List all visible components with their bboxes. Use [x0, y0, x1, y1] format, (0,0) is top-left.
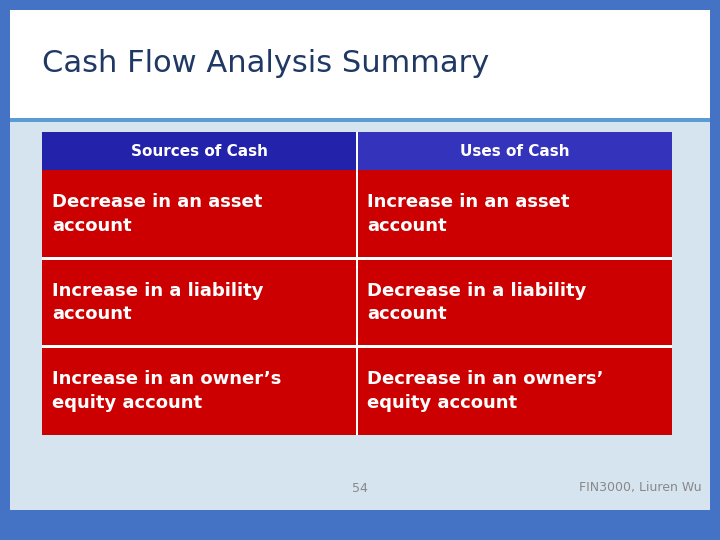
Text: Increase in an owner’s
equity account: Increase in an owner’s equity account: [52, 370, 282, 411]
Text: Decrease in an asset
account: Decrease in an asset account: [52, 193, 262, 235]
Text: Decrease in a liability
account: Decrease in a liability account: [367, 282, 586, 323]
Bar: [10, 10, 710, 120]
Text: Increase in an asset
account: Increase in an asset account: [367, 193, 570, 235]
Bar: [356, 258, 358, 347]
Text: Decrease in an owners’
equity account: Decrease in an owners’ equity account: [367, 370, 603, 411]
Text: Uses of Cash: Uses of Cash: [459, 144, 570, 159]
Bar: [357, 258, 672, 347]
Bar: [10, 118, 710, 122]
Text: 54: 54: [352, 482, 368, 495]
Bar: [42, 347, 357, 435]
Text: Sources of Cash: Sources of Cash: [131, 144, 268, 159]
Bar: [357, 347, 672, 435]
Bar: [42, 258, 357, 347]
Bar: [357, 132, 672, 170]
Bar: [356, 170, 358, 258]
Text: Increase in a liability
account: Increase in a liability account: [52, 282, 264, 323]
Text: Cash Flow Analysis Summary: Cash Flow Analysis Summary: [42, 50, 490, 78]
Bar: [356, 347, 358, 435]
Text: FIN3000, Liuren Wu: FIN3000, Liuren Wu: [579, 482, 701, 495]
Bar: [42, 170, 357, 258]
Bar: [356, 132, 358, 170]
Bar: [357, 170, 672, 258]
Bar: [42, 257, 672, 260]
Bar: [42, 132, 357, 170]
Bar: [42, 345, 672, 348]
Bar: [10, 122, 710, 510]
